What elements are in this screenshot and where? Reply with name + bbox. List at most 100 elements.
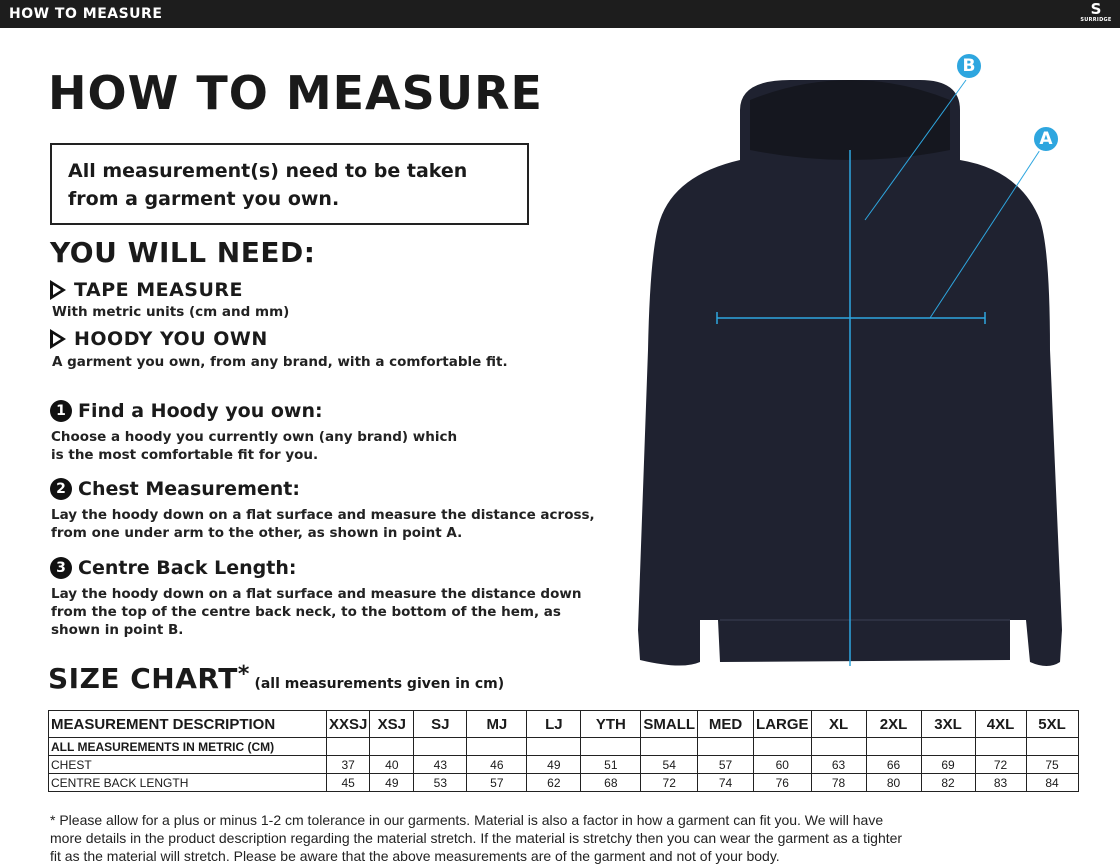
- step-text: from the top of the centre back neck, to…: [51, 604, 561, 620]
- notice-box: All measurement(s) need to be taken from…: [50, 143, 529, 225]
- table-cell: [920, 737, 976, 756]
- table-cell: 40: [369, 755, 415, 774]
- table-cell: [640, 737, 699, 756]
- hoodie-diagram: [638, 79, 1062, 666]
- size-chart-heading: SIZE CHART* (all measurements given in c…: [48, 662, 504, 695]
- table-cell: 75: [1025, 755, 1079, 774]
- table-cell: [974, 737, 1027, 756]
- table-cell: 78: [810, 773, 867, 792]
- step-text: is the most comfortable fit for you.: [51, 447, 319, 463]
- table-cell: 62: [526, 773, 582, 792]
- column-header: MED: [697, 710, 755, 738]
- step-1: 1 Find a Hoody you own: Choose a hoody yo…: [50, 400, 457, 464]
- table-cell: 83: [974, 773, 1027, 792]
- point-a-badge: A: [1032, 125, 1060, 153]
- table-cell: 43: [413, 755, 468, 774]
- step-number-icon: 1: [50, 400, 72, 422]
- step-text: Choose a hoody you currently own (any br…: [51, 429, 458, 445]
- step-3: 3 Centre Back Length: Lay the hoody down …: [50, 557, 581, 639]
- need-item-desc: With metric units (cm and mm): [52, 304, 290, 320]
- point-b-badge: B: [955, 52, 983, 80]
- row-label: ALL MEASUREMENTS IN METRIC (CM): [48, 737, 327, 756]
- column-header: 3XL: [920, 710, 976, 738]
- size-chart-note: (all measurements given in cm): [254, 676, 505, 692]
- column-header: MJ: [466, 710, 528, 738]
- size-chart-title: SIZE CHART: [48, 662, 238, 695]
- step-number-icon: 3: [50, 557, 72, 579]
- asterisk: *: [237, 662, 250, 687]
- table-cell: 37: [325, 755, 371, 774]
- column-header: MEASUREMENT DESCRIPTION: [48, 710, 327, 738]
- table-cell: 57: [466, 773, 528, 792]
- column-header: YTH: [580, 710, 642, 738]
- need-item-hoody: HOODY YOU OWN: [50, 328, 268, 350]
- top-bar: HOW TO MEASURE S SURRIDGE: [0, 0, 1120, 28]
- table-cell: 53: [413, 773, 468, 792]
- column-header: 4XL: [974, 710, 1027, 738]
- column-header: LARGE: [753, 710, 812, 738]
- table-cell: [526, 737, 582, 756]
- row-label: CHEST: [48, 755, 327, 774]
- table-cell: [413, 737, 468, 756]
- table-cell: 80: [865, 773, 922, 792]
- step-text: shown in point B.: [51, 622, 184, 638]
- table-cell: 46: [466, 755, 528, 774]
- table-cell: 72: [640, 773, 699, 792]
- surridge-logo: S SURRIDGE: [1080, 0, 1112, 24]
- page-title: HOW TO MEASURE: [48, 66, 543, 120]
- table-cell: [865, 737, 922, 756]
- step-text: Lay the hoody down on a flat surface and…: [51, 586, 582, 602]
- step-title: Chest Measurement:: [78, 478, 300, 500]
- table-cell: [580, 737, 642, 756]
- table-cell: 69: [920, 755, 976, 774]
- top-bar-title: HOW TO MEASURE: [9, 6, 163, 22]
- triangle-icon: [50, 329, 66, 349]
- table-header-row: MEASUREMENT DESCRIPTION XXSJ XSJ SJ MJ LJ YTH S…: [48, 710, 1079, 738]
- step-text: Lay the hoody down on a flat surface and…: [51, 507, 595, 523]
- table-cell: 54: [640, 755, 699, 774]
- step-number-icon: 2: [50, 478, 72, 500]
- table-cell: [325, 737, 371, 756]
- table-cell: 66: [865, 755, 922, 774]
- column-header: 2XL: [865, 710, 922, 738]
- table-row: CHEST 37 40 43 46 49 51 54 57 60 63 66 69 72 75: [48, 755, 1079, 774]
- table-cell: [697, 737, 755, 756]
- table-cell: [466, 737, 528, 756]
- column-header: LJ: [526, 710, 582, 738]
- column-header: SJ: [413, 710, 468, 738]
- step-2: 2 Chest Measurement: Lay the hoody down o…: [50, 478, 595, 542]
- need-item-tape: TAPE MEASURE: [50, 279, 243, 301]
- need-item-label: HOODY YOU OWN: [74, 328, 268, 350]
- step-title: Find a Hoody you own:: [78, 400, 323, 422]
- table-cell: 63: [810, 755, 867, 774]
- need-item-label: TAPE MEASURE: [74, 279, 244, 301]
- table-cell: 51: [580, 755, 642, 774]
- triangle-icon: [50, 280, 66, 300]
- table-cell: [1025, 737, 1079, 756]
- step-text: from one under arm to the other, as show…: [51, 525, 463, 541]
- you-will-need-heading: YOU WILL NEED:: [50, 236, 316, 269]
- table-cell: 82: [920, 773, 976, 792]
- table-cell: 76: [753, 773, 812, 792]
- table-cell: [369, 737, 415, 756]
- table-cell: 84: [1025, 773, 1079, 792]
- table-cell: 74: [697, 773, 755, 792]
- step-title: Centre Back Length:: [78, 557, 297, 579]
- column-header: SMALL: [640, 710, 699, 738]
- size-chart-table: MEASUREMENT DESCRIPTION XXSJ XSJ SJ MJ LJ YTH S…: [48, 710, 1079, 792]
- table-row: CENTRE BACK LENGTH 45 49 53 57 62 68 72 74 76 78 80…: [48, 773, 1079, 792]
- footnote: * Please allow for a plus or minus 1-2 c…: [50, 812, 903, 864]
- table-cell: 68: [580, 773, 642, 792]
- table-cell: [753, 737, 812, 756]
- column-header: XXSJ: [325, 710, 371, 738]
- table-cell: 45: [325, 773, 371, 792]
- column-header: XSJ: [369, 710, 415, 738]
- table-cell: [810, 737, 867, 756]
- table-cell: 57: [697, 755, 755, 774]
- table-cell: 49: [526, 755, 582, 774]
- table-cell: 49: [369, 773, 415, 792]
- table-row: ALL MEASUREMENTS IN METRIC (CM): [48, 737, 1079, 756]
- table-cell: 60: [753, 755, 812, 774]
- need-item-desc: A garment you own, from any brand, with …: [52, 354, 508, 370]
- column-header: XL: [810, 710, 867, 738]
